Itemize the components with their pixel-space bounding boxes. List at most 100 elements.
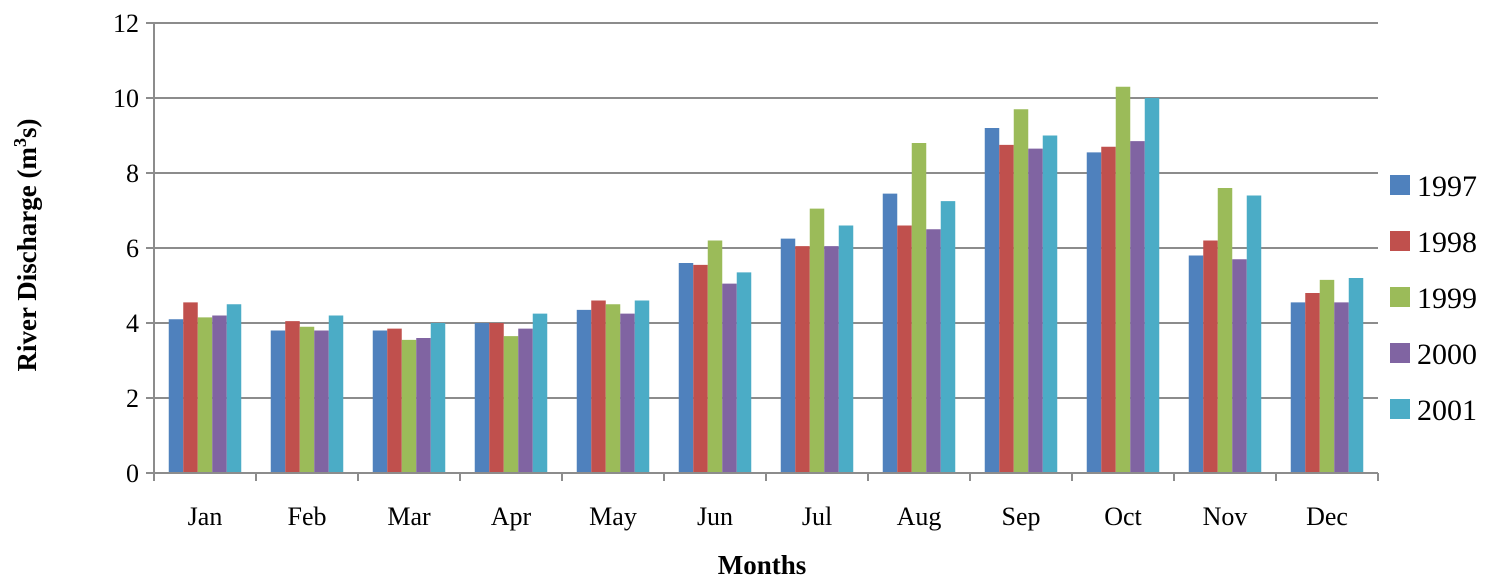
x-tick-labels: Jan Feb Mar Apr May Jun Jul Aug Sep Oct Nov Dec [188,502,1348,531]
bar-2001-nov [1246,195,1262,473]
bar-1998-mar [387,328,402,473]
y-tick-label: 6 [126,234,139,263]
bar-1998-may [591,300,606,473]
bar-1999-mar [401,339,417,473]
bar-2000-oct [1130,141,1145,473]
bar-1997-mar [372,330,388,473]
x-tick-label: Apr [491,502,532,531]
bar-2001-aug [940,201,956,473]
bar-1998-nov [1203,240,1218,473]
x-tick-label: Aug [897,502,942,531]
bar-1997-jan [168,319,184,473]
y-axis-title: River Discharge (m3s) [10,119,42,372]
bar-2001-dec [1348,278,1364,473]
x-tick-label: May [589,502,637,531]
bar-2000-dec [1334,302,1349,473]
bars [168,86,1364,473]
gridlines [154,22,1378,399]
x-tick-label: Jan [188,502,223,531]
bar-1997-oct [1086,152,1102,473]
y-tick-label: 0 [126,459,139,488]
bar-1998-jan [183,302,198,473]
bar-1997-jul [780,238,796,473]
bar-1999-jan [197,317,213,473]
y-axis-title-main: River Discharge (m [12,147,42,372]
y-tick-label: 12 [113,9,139,38]
bar-2001-feb [328,315,344,473]
bar-1998-jun [693,264,708,473]
bar-2001-apr [532,313,548,473]
x-tick-label: Nov [1203,502,1248,531]
bar-1998-oct [1101,146,1116,473]
x-tick-label: Mar [387,502,431,531]
legend-label-1998: 1998 [1417,226,1477,259]
bar-1999-oct [1115,86,1131,473]
bar-1998-sep [999,144,1014,473]
bar-1999-jun [707,240,723,473]
bar-2000-aug [926,229,941,473]
bar-2000-jan [212,315,227,473]
bar-1997-apr [474,323,490,473]
legend: 1997 1998 1999 2000 2001 [1390,170,1477,427]
legend-swatch-1997 [1390,175,1410,195]
bar-1999-may [605,304,621,473]
bar-1999-feb [299,326,315,473]
bar-2000-mar [416,338,431,473]
bar-2001-may [634,300,650,473]
bar-2001-sep [1042,135,1058,473]
bar-1997-nov [1188,255,1204,473]
y-tick-label: 10 [113,84,139,113]
bar-2000-may [620,313,635,473]
bar-2001-jan [226,304,242,473]
axes [146,22,1379,481]
legend-swatch-2001 [1390,399,1410,419]
bar-1997-feb [270,330,286,473]
bar-2000-feb [314,330,329,473]
legend-label-2000: 2000 [1417,338,1477,371]
bar-1999-jul [809,208,825,473]
bar-2000-apr [518,328,533,473]
y-tick-label: 2 [126,384,139,413]
bar-1997-jun [678,263,694,473]
legend-swatch-2000 [1390,343,1410,363]
legend-swatch-1998 [1390,231,1410,251]
bar-1997-may [576,309,592,473]
bar-1999-apr [503,336,519,473]
bar-1997-aug [882,193,898,473]
legend-label-1999: 1999 [1417,282,1477,315]
bar-1997-sep [984,128,1000,473]
bar-2000-sep [1028,148,1043,473]
bar-2001-jul [838,225,854,473]
x-tick-label: Dec [1306,502,1348,531]
bar-1999-nov [1217,188,1233,473]
legend-swatch-1999 [1390,287,1410,307]
bar-2001-jun [736,272,752,473]
bar-1998-apr [489,323,504,473]
bar-1999-aug [911,143,927,473]
bar-1998-aug [897,225,912,473]
bar-2000-jun [722,283,737,473]
bar-1998-jul [795,246,810,473]
legend-label-1997: 1997 [1417,170,1477,203]
x-tick-label: Jun [697,502,733,531]
bar-2000-jul [824,246,839,473]
y-tick-labels: 0 2 4 6 8 10 12 [113,9,139,488]
x-axis-title: Months [718,550,807,580]
bar-1999-dec [1319,279,1335,473]
x-tick-label: Jul [802,502,832,531]
bar-2001-mar [430,323,446,473]
y-axis-title-end: s) [12,119,42,139]
bar-1998-dec [1305,293,1320,473]
legend-label-2001: 2001 [1417,394,1477,427]
bar-1998-feb [285,321,300,473]
x-tick-label: Sep [1002,502,1041,531]
bar-2000-nov [1232,259,1247,473]
y-tick-label: 4 [126,309,139,338]
bar-1997-dec [1290,302,1306,473]
bar-2001-oct [1144,98,1160,473]
bar-1999-sep [1013,109,1029,473]
x-tick-label: Feb [288,502,327,531]
y-axis-title-superscript: 3 [10,138,30,147]
y-tick-label: 8 [126,159,139,188]
